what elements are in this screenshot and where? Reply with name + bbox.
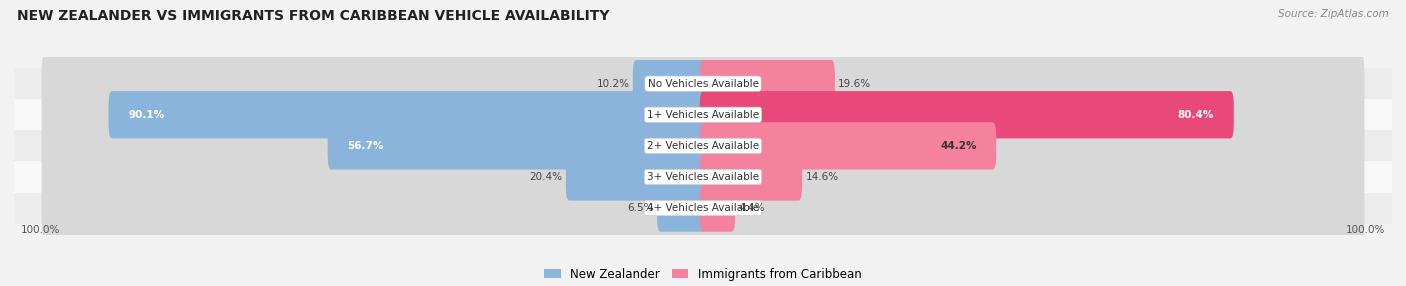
Bar xyxy=(14,192,1392,224)
Text: Source: ZipAtlas.com: Source: ZipAtlas.com xyxy=(1278,9,1389,19)
Text: 4.4%: 4.4% xyxy=(738,203,765,213)
Text: 6.5%: 6.5% xyxy=(627,203,654,213)
Text: 80.4%: 80.4% xyxy=(1178,110,1215,120)
Text: 44.2%: 44.2% xyxy=(941,141,977,151)
FancyBboxPatch shape xyxy=(108,91,706,138)
FancyBboxPatch shape xyxy=(697,143,1364,211)
FancyBboxPatch shape xyxy=(697,81,1364,149)
Text: 20.4%: 20.4% xyxy=(530,172,562,182)
Text: 4+ Vehicles Available: 4+ Vehicles Available xyxy=(647,203,759,213)
FancyBboxPatch shape xyxy=(42,81,709,149)
Text: NEW ZEALANDER VS IMMIGRANTS FROM CARIBBEAN VEHICLE AVAILABILITY: NEW ZEALANDER VS IMMIGRANTS FROM CARIBBE… xyxy=(17,9,609,23)
FancyBboxPatch shape xyxy=(633,60,706,107)
Bar xyxy=(14,68,1392,99)
Text: 100.0%: 100.0% xyxy=(21,225,60,235)
FancyBboxPatch shape xyxy=(565,153,706,200)
Text: 100.0%: 100.0% xyxy=(1346,225,1385,235)
Text: 3+ Vehicles Available: 3+ Vehicles Available xyxy=(647,172,759,182)
Text: No Vehicles Available: No Vehicles Available xyxy=(648,79,758,89)
FancyBboxPatch shape xyxy=(657,184,706,232)
FancyBboxPatch shape xyxy=(700,184,735,232)
Text: 2+ Vehicles Available: 2+ Vehicles Available xyxy=(647,141,759,151)
FancyBboxPatch shape xyxy=(42,50,709,118)
FancyBboxPatch shape xyxy=(42,112,709,180)
FancyBboxPatch shape xyxy=(700,91,1234,138)
FancyBboxPatch shape xyxy=(42,143,709,211)
Text: 56.7%: 56.7% xyxy=(347,141,384,151)
Bar xyxy=(14,99,1392,130)
Text: 19.6%: 19.6% xyxy=(838,79,872,89)
FancyBboxPatch shape xyxy=(328,122,706,170)
Text: 1+ Vehicles Available: 1+ Vehicles Available xyxy=(647,110,759,120)
Legend: New Zealander, Immigrants from Caribbean: New Zealander, Immigrants from Caribbean xyxy=(540,263,866,285)
FancyBboxPatch shape xyxy=(697,50,1364,118)
Bar xyxy=(14,130,1392,161)
FancyBboxPatch shape xyxy=(697,112,1364,180)
Text: 10.2%: 10.2% xyxy=(596,79,630,89)
FancyBboxPatch shape xyxy=(700,60,835,107)
Bar xyxy=(14,161,1392,192)
FancyBboxPatch shape xyxy=(700,122,997,170)
FancyBboxPatch shape xyxy=(700,153,801,200)
FancyBboxPatch shape xyxy=(697,174,1364,242)
Text: 90.1%: 90.1% xyxy=(128,110,165,120)
Text: 14.6%: 14.6% xyxy=(806,172,838,182)
FancyBboxPatch shape xyxy=(42,174,709,242)
